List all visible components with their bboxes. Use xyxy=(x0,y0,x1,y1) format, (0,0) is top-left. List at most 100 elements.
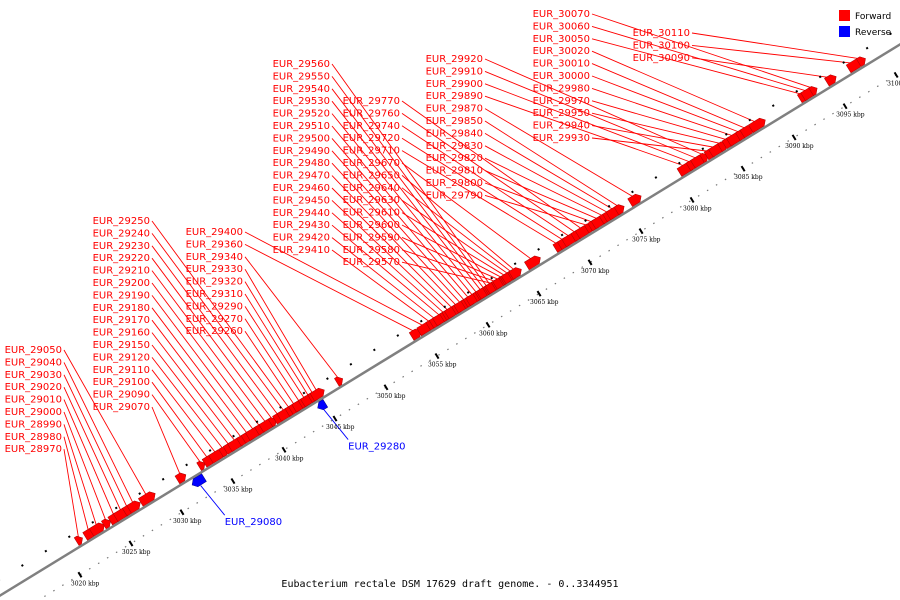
gene-label[interactable]: EUR_29800 xyxy=(426,178,483,189)
gene-label[interactable]: EUR_29450 xyxy=(273,195,330,206)
gene-label[interactable]: EUR_29740 xyxy=(343,121,400,132)
gene-label[interactable]: EUR_29410 xyxy=(273,245,330,256)
gene-label[interactable]: EUR_29890 xyxy=(426,91,483,102)
gene-label[interactable]: EUR_29760 xyxy=(343,108,400,119)
gene-arrow[interactable] xyxy=(334,375,345,387)
gene-label[interactable]: EUR_29270 xyxy=(186,314,243,325)
gene-label[interactable]: EUR_29080 xyxy=(225,517,282,528)
gene-arrow[interactable] xyxy=(808,84,820,96)
gene-label[interactable]: EUR_29900 xyxy=(426,79,483,90)
gene-label[interactable]: EUR_29940 xyxy=(533,121,590,132)
gene-arrow[interactable] xyxy=(315,399,329,412)
forward-gene[interactable] xyxy=(334,375,345,387)
gene-label[interactable]: EUR_30110 xyxy=(633,28,690,39)
gene-arrow[interactable] xyxy=(73,534,85,546)
gene-label[interactable]: EUR_29120 xyxy=(93,352,150,363)
gene-label[interactable]: EUR_29640 xyxy=(343,183,400,194)
gene-label[interactable]: EUR_29870 xyxy=(426,104,483,115)
reverse-gene[interactable] xyxy=(190,473,207,489)
gene-label[interactable]: EUR_30060 xyxy=(533,21,590,32)
gene-label[interactable]: EUR_29630 xyxy=(343,195,400,206)
gene-label[interactable]: EUR_29820 xyxy=(426,153,483,164)
gene-arrow[interactable] xyxy=(627,192,644,207)
gene-arrow[interactable] xyxy=(174,471,188,485)
gene-label[interactable]: EUR_29790 xyxy=(426,190,483,201)
gene-label[interactable]: EUR_29180 xyxy=(93,303,150,314)
gene-arrow[interactable] xyxy=(508,265,524,280)
gene-label[interactable]: EUR_29230 xyxy=(93,241,150,252)
gene-label[interactable]: EUR_29430 xyxy=(273,220,330,231)
gene-label[interactable]: EUR_29480 xyxy=(273,158,330,169)
gene-label[interactable]: EUR_29600 xyxy=(343,220,400,231)
gene-arrow[interactable] xyxy=(88,521,106,537)
forward-gene[interactable] xyxy=(855,55,868,67)
gene-label[interactable]: EUR_29070 xyxy=(93,402,150,413)
gene-label[interactable]: EUR_29570 xyxy=(343,257,400,268)
gene-arrow[interactable] xyxy=(137,490,157,507)
gene-label[interactable]: EUR_29210 xyxy=(93,266,150,277)
gene-arrow[interactable] xyxy=(613,202,626,216)
gene-label[interactable]: EUR_29560 xyxy=(273,59,330,70)
gene-label[interactable]: EUR_29540 xyxy=(273,84,330,95)
forward-gene[interactable] xyxy=(613,202,626,216)
gene-label[interactable]: EUR_29040 xyxy=(5,357,62,368)
gene-label[interactable]: EUR_28970 xyxy=(5,444,62,455)
forward-gene[interactable] xyxy=(174,471,188,485)
reverse-gene[interactable] xyxy=(315,399,329,412)
gene-label[interactable]: EUR_29490 xyxy=(273,146,330,157)
gene-label[interactable]: EUR_29610 xyxy=(343,208,400,219)
gene-label[interactable]: EUR_29340 xyxy=(186,252,243,263)
gene-label[interactable]: EUR_30100 xyxy=(633,40,690,51)
gene-label[interactable]: EUR_29650 xyxy=(343,170,400,181)
forward-gene[interactable] xyxy=(101,517,113,530)
gene-label[interactable]: EUR_29930 xyxy=(533,133,590,144)
gene-arrow[interactable] xyxy=(824,73,838,87)
forward-gene[interactable] xyxy=(748,116,767,133)
gene-label[interactable]: EUR_29510 xyxy=(273,121,330,132)
gene-label[interactable]: EUR_29170 xyxy=(93,315,150,326)
gene-label[interactable]: EUR_29710 xyxy=(343,146,400,157)
gene-label[interactable]: EUR_29280 xyxy=(348,442,405,453)
forward-gene[interactable] xyxy=(73,534,85,546)
gene-label[interactable]: EUR_28980 xyxy=(5,432,62,443)
gene-label[interactable]: EUR_29810 xyxy=(426,166,483,177)
gene-label[interactable]: EUR_29310 xyxy=(186,289,243,300)
gene-label[interactable]: EUR_30010 xyxy=(533,59,590,70)
gene-label[interactable]: EUR_29260 xyxy=(186,326,243,337)
gene-label[interactable]: EUR_29100 xyxy=(93,377,150,388)
gene-label[interactable]: EUR_30090 xyxy=(633,53,690,64)
gene-label[interactable]: EUR_29580 xyxy=(343,245,400,256)
forward-gene[interactable] xyxy=(824,73,838,87)
gene-label[interactable]: EUR_29530 xyxy=(273,96,330,107)
gene-arrow[interactable] xyxy=(196,459,208,471)
forward-gene[interactable] xyxy=(88,521,106,537)
gene-arrow[interactable] xyxy=(101,517,113,530)
gene-label[interactable]: EUR_29290 xyxy=(186,301,243,312)
gene-label[interactable]: EUR_29220 xyxy=(93,253,150,264)
gene-arrow[interactable] xyxy=(524,254,542,271)
forward-gene[interactable] xyxy=(508,265,524,280)
gene-arrow[interactable] xyxy=(126,499,143,514)
gene-label[interactable]: EUR_29090 xyxy=(93,390,150,401)
gene-label[interactable]: EUR_29520 xyxy=(273,109,330,120)
gene-label[interactable]: EUR_29970 xyxy=(533,96,590,107)
gene-label[interactable]: EUR_29160 xyxy=(93,328,150,339)
gene-label[interactable]: EUR_29950 xyxy=(533,108,590,119)
gene-label[interactable]: EUR_29830 xyxy=(426,141,483,152)
forward-gene[interactable] xyxy=(627,192,644,207)
gene-label[interactable]: EUR_29720 xyxy=(343,133,400,144)
forward-gene[interactable] xyxy=(309,386,327,402)
forward-gene[interactable] xyxy=(196,459,208,471)
forward-gene[interactable] xyxy=(126,499,143,514)
gene-label[interactable]: EUR_29030 xyxy=(5,370,62,381)
gene-label[interactable]: EUR_29330 xyxy=(186,264,243,275)
gene-label[interactable]: EUR_29010 xyxy=(5,395,62,406)
gene-arrow[interactable] xyxy=(748,116,767,133)
gene-label[interactable]: EUR_30020 xyxy=(533,46,590,57)
gene-label[interactable]: EUR_29200 xyxy=(93,278,150,289)
gene-label[interactable]: EUR_29360 xyxy=(186,239,243,250)
forward-gene[interactable] xyxy=(137,490,157,507)
gene-label[interactable]: EUR_29150 xyxy=(93,340,150,351)
gene-label[interactable]: EUR_28990 xyxy=(5,419,62,430)
gene-label[interactable]: EUR_29980 xyxy=(533,83,590,94)
